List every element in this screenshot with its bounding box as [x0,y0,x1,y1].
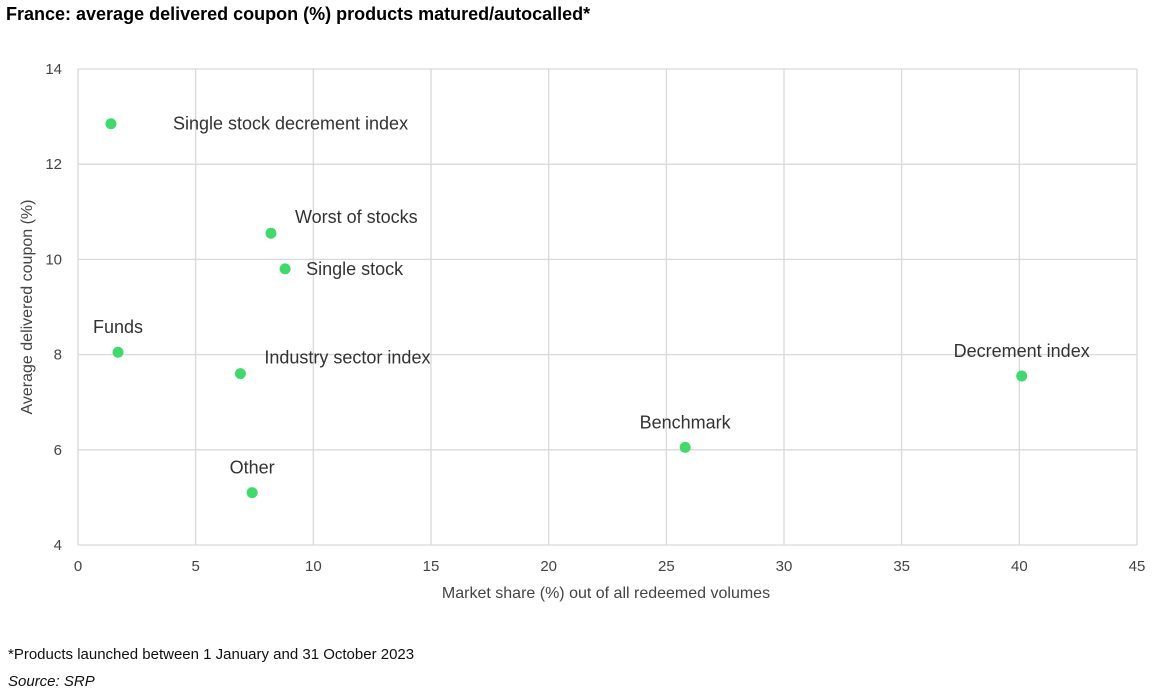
point-labels: Single stock decrement index Worst of sto… [93,114,1090,478]
data-point [679,441,691,453]
point-label: Funds [93,317,143,337]
x-tick-label: 35 [893,558,910,575]
chart-title: France: average delivered coupon (%) pro… [6,4,591,24]
y-tick-labels: 4 6 8 10 12 14 [45,61,62,554]
x-tick-label: 20 [540,558,557,575]
data-point [265,227,277,239]
data-point [1016,370,1028,382]
x-tick-label: 30 [776,558,793,575]
y-tick-label: 12 [45,156,62,173]
source-note: Source: SRP [8,673,95,690]
data-point [112,346,124,358]
gridlines [77,68,1138,546]
y-axis-label: Average delivered coupon (%) [19,200,36,415]
x-axis-label: Market share (%) out of all redeemed vol… [442,585,770,602]
point-label: Decrement index [954,341,1090,361]
x-tick-label: 40 [1011,558,1028,575]
y-tick-label: 4 [54,537,62,554]
data-points [105,118,1028,499]
data-point [246,487,258,499]
point-label: Single stock [306,259,404,279]
x-tick-label: 10 [305,558,322,575]
x-tick-label: 0 [74,558,82,575]
x-tick-label: 15 [423,558,440,575]
x-tick-label: 5 [191,558,199,575]
data-point [234,368,246,380]
y-tick-label: 8 [54,347,62,364]
x-tick-labels: 0 5 10 15 20 25 30 35 40 45 [74,558,1146,575]
scatter-chart: 0 5 10 15 20 25 30 35 40 45 4 6 8 10 12 14 Single stoc… [19,61,1146,602]
point-label: Worst of stocks [295,207,418,227]
data-point [279,263,291,275]
y-tick-label: 6 [54,442,62,459]
footnote: *Products launched between 1 January and… [8,646,415,663]
point-label: Benchmark [640,412,732,432]
y-tick-label: 14 [45,61,62,78]
point-label: Industry sector index [264,348,430,368]
point-label: Other [230,458,275,478]
x-tick-label: 45 [1129,558,1146,575]
point-label: Single stock decrement index [173,114,408,134]
y-tick-label: 10 [45,251,62,268]
data-point [105,118,117,130]
x-tick-label: 25 [658,558,675,575]
